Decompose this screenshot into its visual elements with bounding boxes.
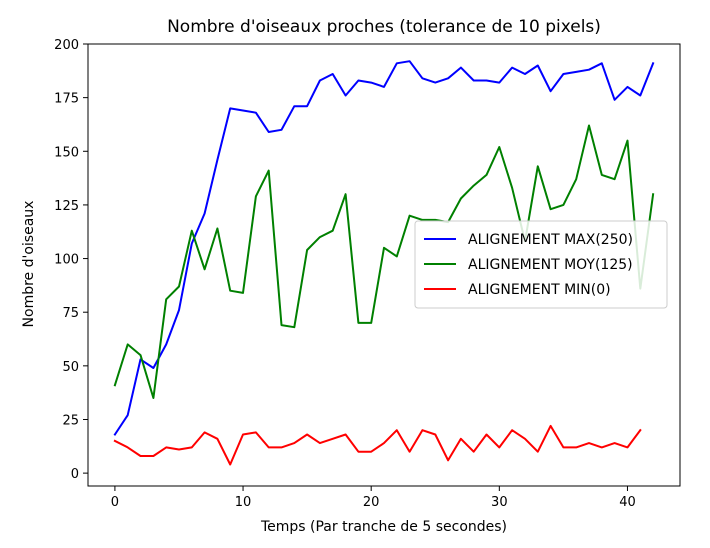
x-tick-label: 40: [619, 495, 636, 510]
legend-label-2: ALIGNEMENT MOY(125): [468, 257, 633, 273]
x-tick-label: 30: [491, 495, 508, 510]
x-tick-label: 0: [111, 495, 119, 510]
legend-label-3: ALIGNEMENT MIN(0): [468, 282, 611, 298]
legend-box: [414, 220, 668, 309]
series-line-1: [113, 60, 655, 436]
y-tick-label: 25: [62, 413, 79, 428]
y-tick-label: 75: [62, 306, 79, 321]
y-axis-title: Nombre d'oiseaux: [21, 201, 37, 328]
series-line-3: [113, 424, 642, 466]
x-tick-label: 20: [363, 495, 380, 510]
plot-area: [113, 60, 655, 466]
y-tick-label: 100: [54, 253, 79, 268]
x-tick-label: 10: [235, 495, 252, 510]
legend-label-1: ALIGNEMENT MAX(250): [468, 232, 633, 248]
y-tick-label: 50: [62, 360, 79, 375]
plot-frame: [87, 43, 681, 487]
y-tick-label: 175: [54, 92, 79, 107]
axes: 0 10 20 30 40 0 25 50 75 100 125 150 175 200: [54, 38, 681, 510]
series-line-2: [113, 124, 655, 399]
y-tick-label: 200: [54, 38, 79, 53]
y-tick-label: 125: [54, 199, 79, 214]
y-tick-label: 150: [54, 145, 79, 160]
y-tick-label: 0: [71, 467, 79, 482]
x-axis-title: Temps (Par tranche de 5 secondes): [260, 519, 507, 535]
chart-title: Nombre d'oiseaux proches (tolerance de 1…: [167, 17, 601, 37]
legend: ALIGNEMENT MAX(250) ALIGNEMENT MOY(125) AL…: [414, 220, 668, 309]
